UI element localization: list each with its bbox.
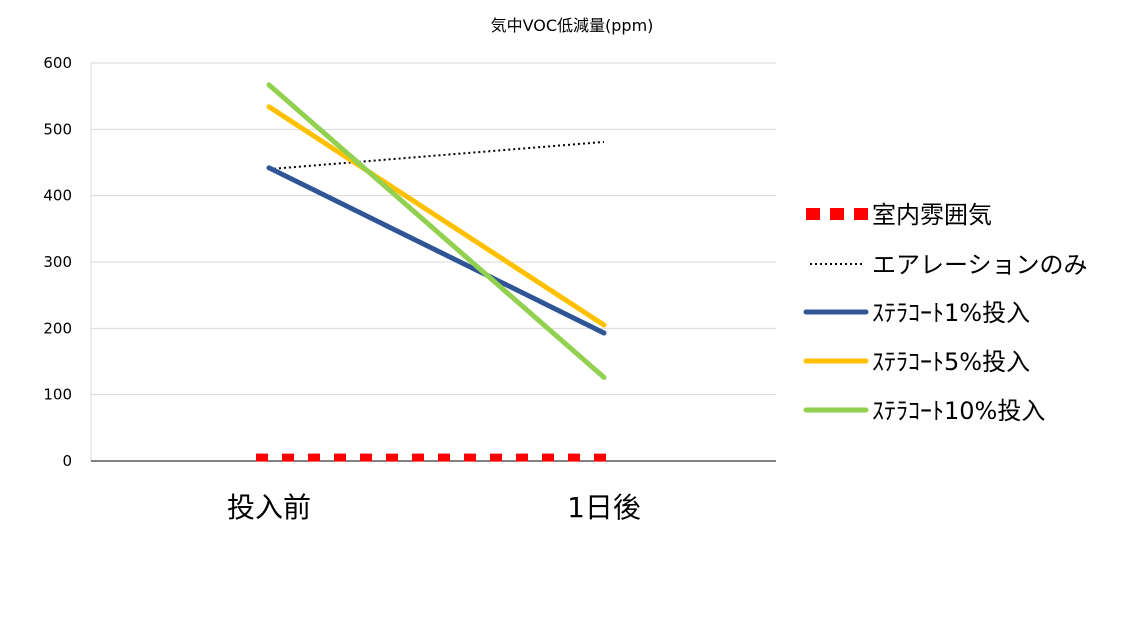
series-line-5 (266, 82, 607, 380)
legend-label-5: ｽﾃﾗｺｰﾄ10%投入 (872, 397, 1045, 425)
x-tick-label: 投入前 (227, 491, 311, 524)
y-tick-label: 300 (43, 253, 72, 271)
y-tick-label: 100 (43, 386, 72, 404)
series-line-4 (266, 104, 607, 328)
gridlines (90, 62, 776, 462)
y-axis-ticks: 0 100 200 300 400 500 600 (43, 54, 72, 470)
y-tick-label: 500 (43, 120, 72, 138)
x-axis-ticks: 投入前 1日後 (227, 491, 641, 524)
legend-label-4: ｽﾃﾗｺｰﾄ5%投入 (872, 348, 1030, 376)
y-tick-label: 0 (62, 452, 72, 470)
legend-label-2: エアレーションのみ (872, 251, 1088, 279)
y-tick-label: 400 (43, 187, 72, 205)
legend-label-1: 室内雰囲気 (872, 201, 992, 229)
chart-title: 気中VOC低減量(ppm) (491, 16, 654, 35)
series-lines (256, 82, 611, 462)
x-tick-label: 1日後 (567, 491, 641, 524)
y-tick-label: 200 (43, 319, 72, 337)
series-line-2 (268, 140, 605, 171)
series-line-3 (266, 165, 607, 336)
legend-label-3: ｽﾃﾗｺｰﾄ1%投入 (872, 299, 1030, 327)
y-tick-label: 600 (43, 54, 72, 72)
